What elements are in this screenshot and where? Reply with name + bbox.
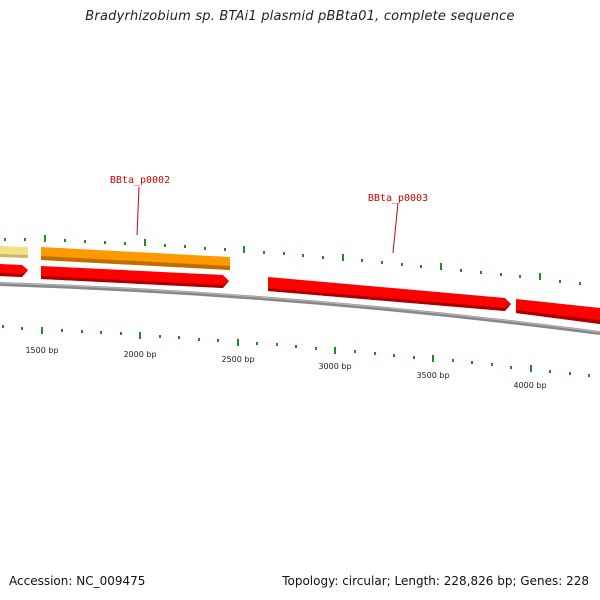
genes-value: 228 [566,574,589,588]
topology-value: circular [342,574,387,588]
label-line-bbta-p0003 [392,202,399,254]
gene-label[interactable]: BBta_p0003 [368,193,428,204]
gene-label[interactable]: BBta_p0002 [110,175,170,186]
gene-forward-2[interactable] [41,266,229,288]
gene-bbta-p0003[interactable] [268,277,511,311]
accession-value: NC_009475 [76,574,146,588]
outer-tick-row [4,235,581,285]
plasmid-backbone [0,282,600,335]
inner-tick-row [2,325,590,377]
scale-label: 2500 bp [221,355,254,364]
genes-label: Genes: [520,574,563,588]
scale-label: 2000 bp [123,350,156,359]
accession-label: Accession: [9,574,73,588]
length-label: Length: [394,574,440,588]
sequence-summary: Topology: circular; Length: 228,826 bp; … [282,574,589,588]
scale-label: 3000 bp [318,362,351,371]
accession-info: Accession: NC_009475 [9,574,145,588]
scale-label: 1500 bp [25,346,58,355]
map-title: Bradyrhizobium sp. BTAi1 plasmid pBBta01… [85,9,515,24]
scale-label: 3500 bp [416,371,449,380]
length-value: 228,826 bp [443,574,513,588]
scale-label: 4000 bp [513,381,546,390]
label-line-bbta-p0002 [136,186,140,236]
topology-label: Topology: [282,574,339,588]
